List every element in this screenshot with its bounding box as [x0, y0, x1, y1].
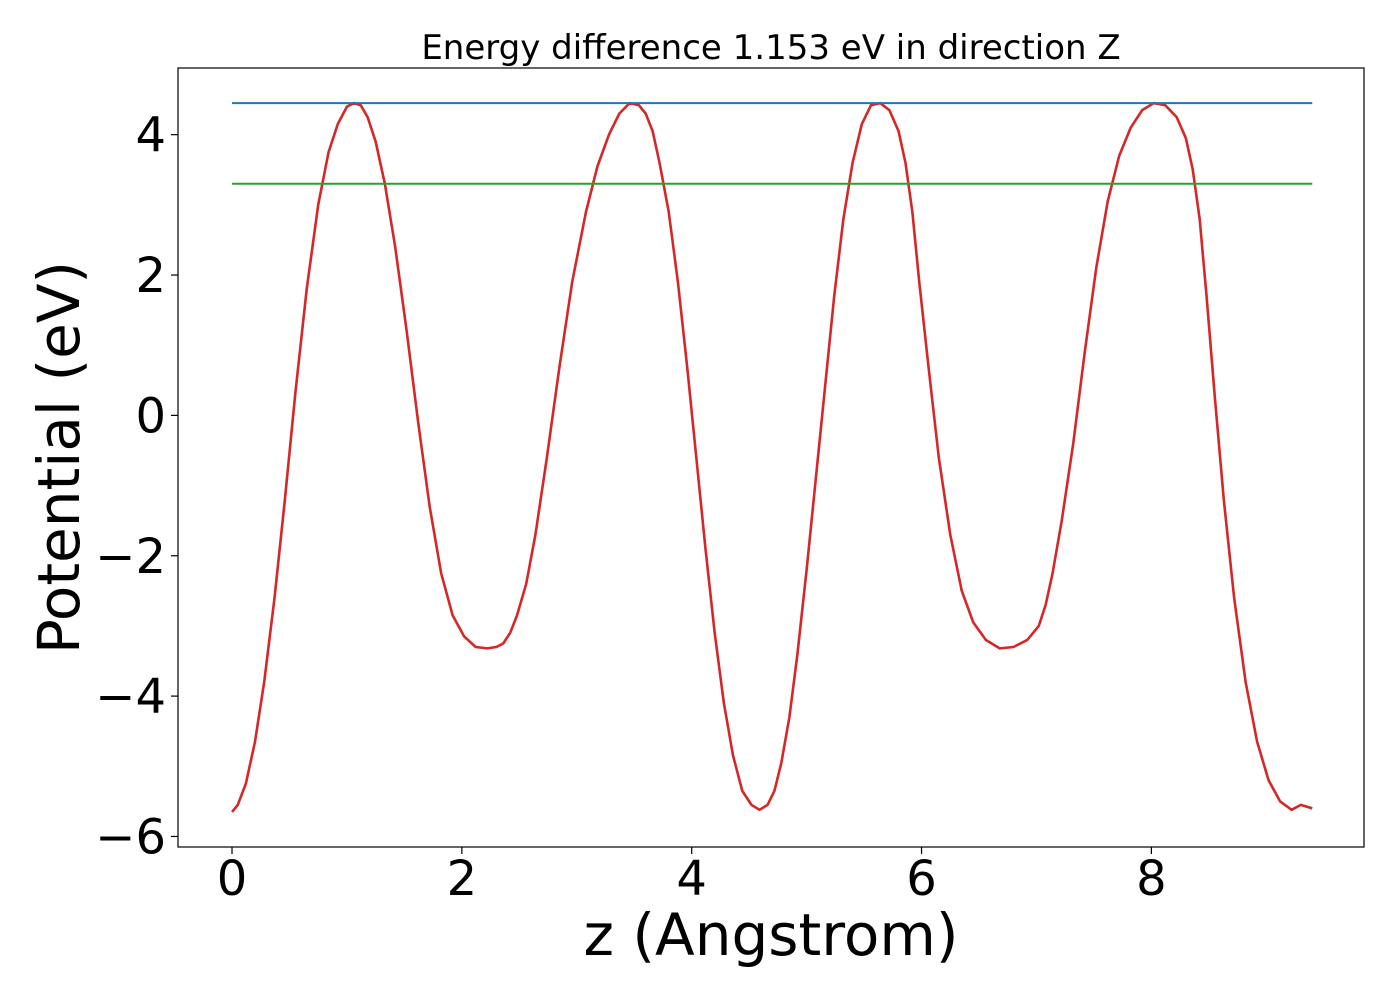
x-tick-label: 0 — [217, 851, 248, 907]
y-tick-label: −4 — [95, 669, 166, 725]
series-layer — [231, 101, 1313, 813]
y-tick-label: 4 — [135, 108, 166, 164]
chart-title: Energy difference 1.153 eV in direction … — [421, 28, 1120, 68]
potential-curve — [231, 101, 1313, 813]
y-tick-label: 0 — [135, 388, 166, 444]
y-tick-label: −2 — [95, 529, 166, 585]
x-axis-ticks: 0 2 4 6 8 — [217, 847, 1167, 907]
y-tick-label: 2 — [135, 248, 166, 304]
y-axis-ticks: −6 −4 −2 0 2 4 — [95, 108, 178, 865]
x-axis-label: z (Angstrom) — [584, 901, 959, 969]
x-tick-label: 2 — [447, 851, 478, 907]
plot-area-frame — [177, 67, 1365, 848]
x-tick-label: 6 — [906, 851, 937, 907]
x-tick-label: 4 — [676, 851, 707, 907]
y-tick-label: −6 — [95, 809, 166, 865]
x-tick-label: 8 — [1136, 851, 1167, 907]
y-axis-label: Potential (eV) — [25, 261, 93, 654]
